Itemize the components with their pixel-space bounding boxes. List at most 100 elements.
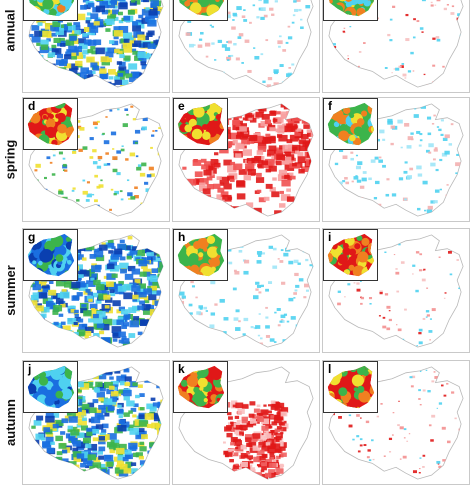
map-pixel	[36, 74, 42, 78]
map-pixel	[157, 70, 166, 76]
inset-pixel	[207, 109, 212, 114]
map-pixel	[165, 2, 169, 8]
map-pixel	[441, 119, 444, 121]
map-pixel	[164, 207, 167, 209]
map-pixel	[98, 341, 106, 347]
inset-pixel	[347, 401, 358, 412]
map-pixel	[211, 312, 215, 315]
map-pixel	[361, 478, 364, 480]
map-pixel	[152, 344, 157, 348]
map-pixel	[132, 51, 138, 55]
map-pixel	[96, 284, 105, 290]
map-pixel	[363, 42, 366, 44]
map-pixel	[71, 282, 80, 288]
map-pixel	[146, 32, 152, 37]
map-pixel	[150, 214, 156, 218]
map-pixel	[235, 243, 240, 247]
map-pixel	[404, 428, 407, 430]
map-pixel	[144, 333, 153, 339]
map-pixel	[72, 151, 76, 154]
map-pixel	[150, 309, 159, 316]
map-pixel	[60, 43, 65, 47]
map-pixel	[310, 139, 317, 144]
map-pixel	[423, 269, 425, 271]
map-pixel	[83, 438, 91, 444]
map-pixel	[65, 86, 74, 92]
map-pixel	[207, 81, 212, 85]
map-pixel	[35, 57, 41, 61]
map-pixel	[106, 462, 113, 467]
map-pixel	[52, 330, 59, 335]
map-pixel	[305, 5, 310, 8]
map-pixel	[413, 470, 417, 473]
map-pixel	[34, 322, 38, 325]
map-pixel	[432, 38, 435, 40]
map-pixel	[391, 72, 392, 73]
map-pixel	[140, 407, 145, 410]
map-pixel	[68, 469, 73, 472]
map-pixel	[141, 477, 149, 483]
inset-pixel	[178, 403, 190, 412]
map-pixel	[118, 12, 123, 16]
map-pixel	[383, 317, 386, 319]
map-pixel	[64, 170, 67, 172]
map-pixel	[60, 463, 65, 466]
map-pixel	[97, 121, 100, 123]
map-pixel	[456, 236, 459, 238]
map-pixel	[373, 459, 375, 460]
map-pixel	[138, 260, 147, 266]
inset-pixel	[336, 273, 343, 280]
map-pixel	[60, 431, 65, 435]
map-pixel	[293, 292, 297, 295]
map-pixel	[255, 112, 263, 118]
map-pixel	[98, 348, 106, 352]
map-pixel	[392, 434, 394, 435]
map-pixel	[352, 212, 355, 214]
map-pixel	[151, 398, 156, 401]
map-pixel	[285, 209, 290, 213]
map-pixel	[343, 155, 348, 159]
map-pixel	[406, 369, 410, 372]
map-pixel	[437, 0, 441, 1]
map-pixel	[419, 253, 422, 255]
map-pixel	[53, 68, 59, 72]
map-pixel	[71, 53, 76, 56]
map-pixel	[393, 412, 395, 413]
map-pixel	[337, 303, 341, 306]
map-pixel	[215, 216, 221, 220]
inset-pixel	[349, 135, 356, 142]
map-pixel	[350, 152, 353, 154]
map-pixel	[39, 80, 45, 84]
map-pixel	[35, 61, 44, 67]
inset-pixel	[197, 366, 209, 378]
map-pixel	[298, 169, 304, 174]
map-pixel	[445, 245, 449, 248]
map-pixel	[231, 429, 235, 432]
map-pixel	[31, 25, 39, 31]
inset-pixel	[369, 8, 377, 20]
map-pixel	[256, 173, 262, 177]
map-pixel	[37, 214, 42, 217]
map-pixel	[82, 417, 87, 420]
map-pixel	[53, 214, 58, 218]
map-pixel	[200, 308, 203, 310]
map-pixel	[131, 85, 137, 89]
inset-pixel	[363, 143, 368, 148]
map-pixel	[396, 291, 399, 293]
map-pixel	[313, 9, 317, 12]
inset-pixel	[370, 140, 377, 149]
inset-pixel	[54, 230, 60, 236]
map-pixel	[89, 156, 93, 159]
inset-pixel	[65, 399, 75, 409]
map-pixel	[236, 180, 244, 186]
map-pixel	[258, 291, 261, 293]
map-pixel	[228, 41, 232, 44]
map-pixel	[386, 327, 390, 330]
map-pixel	[217, 200, 225, 206]
map-pixel	[143, 0, 149, 2]
map-pixel	[78, 319, 84, 323]
map-pixel	[57, 54, 63, 59]
map-pixel	[403, 171, 407, 174]
map-pixel	[140, 442, 145, 445]
map-pixel	[83, 473, 89, 477]
